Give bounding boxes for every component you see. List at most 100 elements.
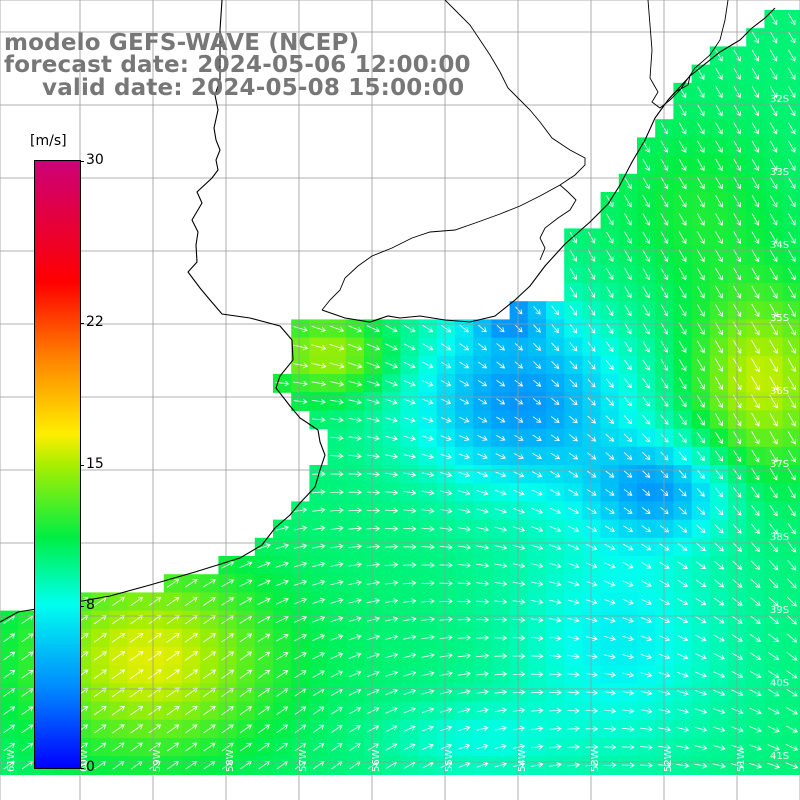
wind-arrow (769, 158, 778, 171)
wind-cell (182, 610, 201, 630)
wind-arrow (623, 452, 633, 460)
wind-cell (254, 756, 274, 775)
wind-arrow (496, 379, 506, 387)
wind-arrow (366, 471, 381, 478)
wind-arrow (294, 597, 308, 605)
wind-arrow (530, 762, 544, 768)
wind-arrow (550, 471, 561, 478)
wind-arrow (148, 632, 162, 643)
wind-arrow (311, 362, 327, 369)
wind-cell (18, 738, 37, 757)
wind-arrow (312, 597, 326, 604)
wind-arrow (549, 653, 562, 660)
wind-arrow (366, 325, 380, 333)
wind-arrow (514, 416, 524, 423)
wind-arrow (459, 380, 470, 387)
wind-arrow (385, 707, 398, 714)
wind-arrow (349, 707, 362, 715)
wind-arrow (530, 707, 544, 714)
wind-cell (127, 719, 147, 739)
wind-arrow (330, 579, 344, 586)
latitude-labels: 32S 33S 34S 35S 36S 37S 38S 39S 40S 41S (770, 94, 789, 762)
wind-arrow (403, 325, 416, 333)
wind-cell (782, 192, 800, 211)
wind-arrow (587, 231, 596, 244)
wind-arrow (714, 376, 724, 391)
wind-arrow (787, 376, 796, 391)
wind-cell (254, 683, 274, 703)
wind-cell (782, 610, 800, 630)
wind-arrow (604, 689, 617, 696)
wind-arrow (239, 561, 253, 569)
wind-arrow (769, 412, 778, 427)
wind-arrow (348, 652, 362, 659)
wind-arrow (587, 433, 597, 442)
wind-cell (182, 738, 201, 757)
wind-arrow (440, 398, 452, 405)
wind-arrow (788, 49, 796, 62)
wind-arrow (642, 176, 650, 190)
wind-arrow (569, 415, 578, 424)
wind-arrow (476, 580, 490, 587)
wind-arrow (330, 598, 344, 604)
wind-arrow (587, 341, 596, 352)
wind-arrow (585, 744, 599, 750)
wind-arrow (567, 525, 580, 533)
wind-cell (236, 756, 256, 775)
wind-cell (109, 719, 128, 739)
wind-arrow (515, 306, 523, 315)
wind-cell (109, 628, 128, 648)
wind-arrow (769, 285, 778, 299)
wind-arrow (587, 323, 596, 334)
wind-arrow (366, 453, 380, 460)
wind-arrow (367, 417, 380, 423)
wind-arrow (458, 725, 471, 732)
latitude-label: 39S (770, 605, 789, 616)
colorbar-tick-mark (80, 322, 84, 324)
wind-arrow (749, 689, 762, 697)
wind-arrow (696, 358, 705, 372)
wind-cell (163, 665, 183, 684)
wind-cell (127, 756, 147, 775)
wind-arrow (257, 651, 271, 661)
wind-arrow (422, 417, 434, 423)
wind-arrow (403, 453, 417, 460)
wind-arrow (203, 724, 216, 734)
wind-arrow (403, 380, 416, 387)
wind-arrow (605, 433, 615, 442)
wind-cell (200, 738, 219, 757)
wind-arrow (531, 489, 543, 496)
wind-cell (200, 628, 219, 648)
wind-arrow (786, 670, 798, 679)
wind-arrow (129, 687, 144, 698)
wind-arrow (678, 213, 687, 226)
wind-arrow (785, 725, 798, 733)
wind-arrow (714, 560, 725, 570)
wind-cell (782, 628, 800, 648)
wind-arrow (477, 380, 488, 387)
wind-cell (91, 738, 110, 757)
wind-arrow (769, 541, 779, 553)
wind-cell (254, 719, 274, 739)
wind-arrow (366, 580, 381, 586)
wind-arrow (769, 486, 778, 499)
wind-arrow (640, 617, 652, 623)
wind-arrow (184, 687, 198, 698)
wind-arrow (112, 724, 125, 734)
wind-arrow (787, 286, 796, 299)
wind-cell (109, 683, 128, 703)
wind-arrow (221, 597, 235, 606)
wind-cell (18, 683, 37, 703)
wind-arrow (551, 324, 559, 334)
wind-arrow (221, 669, 235, 679)
wind-arrow (403, 634, 417, 641)
wind-arrow (3, 633, 16, 643)
wind-arrow (788, 13, 796, 26)
wind-cell (127, 592, 147, 612)
wind-arrow (606, 323, 614, 335)
wind-cell (18, 647, 37, 666)
wind-arrow (605, 452, 615, 460)
wind-arrow (311, 325, 327, 333)
wind-arrow (330, 561, 344, 568)
wind-cell (782, 410, 800, 430)
